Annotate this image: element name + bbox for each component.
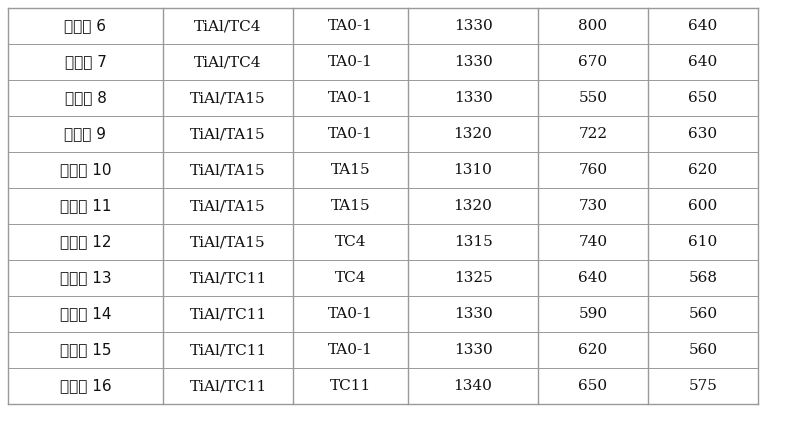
- Text: 630: 630: [689, 127, 718, 141]
- Text: 实施例 12: 实施例 12: [60, 234, 111, 250]
- Text: TA0-1: TA0-1: [328, 307, 373, 321]
- Text: 640: 640: [688, 55, 718, 69]
- Text: 730: 730: [578, 199, 607, 213]
- Text: TA0-1: TA0-1: [328, 19, 373, 33]
- Text: TiAl/TA15: TiAl/TA15: [190, 199, 266, 213]
- Text: TiAl/TC11: TiAl/TC11: [190, 271, 266, 285]
- Text: 568: 568: [689, 271, 718, 285]
- Text: 实施例 13: 实施例 13: [60, 271, 111, 286]
- Text: TA0-1: TA0-1: [328, 127, 373, 141]
- Text: 1320: 1320: [454, 127, 493, 141]
- Text: TiAl/TA15: TiAl/TA15: [190, 91, 266, 105]
- Text: 实施例 7: 实施例 7: [65, 54, 106, 70]
- Text: 560: 560: [689, 307, 718, 321]
- Text: 800: 800: [578, 19, 607, 33]
- Text: 实施例 11: 实施例 11: [60, 198, 111, 213]
- Text: 560: 560: [689, 343, 718, 357]
- Text: TA0-1: TA0-1: [328, 91, 373, 105]
- Text: TiAl/TC11: TiAl/TC11: [190, 307, 266, 321]
- Text: TA15: TA15: [330, 199, 370, 213]
- Text: 1340: 1340: [454, 379, 493, 393]
- Text: 实施例 16: 实施例 16: [60, 378, 111, 393]
- Text: 670: 670: [578, 55, 607, 69]
- Text: TiAl/TC11: TiAl/TC11: [190, 343, 266, 357]
- Text: TC11: TC11: [330, 379, 371, 393]
- Text: 1320: 1320: [454, 199, 493, 213]
- Text: 760: 760: [578, 163, 607, 177]
- Text: TC4: TC4: [334, 271, 366, 285]
- Text: 1330: 1330: [454, 307, 492, 321]
- Text: 实施例 10: 实施例 10: [60, 162, 111, 177]
- Text: 650: 650: [689, 91, 718, 105]
- Text: TiAl/TC11: TiAl/TC11: [190, 379, 266, 393]
- Text: 650: 650: [578, 379, 607, 393]
- Text: 实施例 9: 实施例 9: [65, 127, 106, 141]
- Text: 1325: 1325: [454, 271, 492, 285]
- Text: 1330: 1330: [454, 343, 492, 357]
- Text: 600: 600: [688, 199, 718, 213]
- Text: 590: 590: [578, 307, 607, 321]
- Text: TC4: TC4: [334, 235, 366, 249]
- Text: 实施例 6: 实施例 6: [65, 18, 106, 33]
- Text: 1310: 1310: [454, 163, 493, 177]
- Text: 1315: 1315: [454, 235, 492, 249]
- Text: 620: 620: [688, 163, 718, 177]
- Text: 610: 610: [688, 235, 718, 249]
- Text: 1330: 1330: [454, 91, 492, 105]
- Text: 实施例 14: 实施例 14: [60, 307, 111, 321]
- Text: TA0-1: TA0-1: [328, 343, 373, 357]
- Text: TiAl/TC4: TiAl/TC4: [194, 19, 262, 33]
- Text: 640: 640: [688, 19, 718, 33]
- Text: 1330: 1330: [454, 19, 492, 33]
- Text: 575: 575: [689, 379, 718, 393]
- Text: TA0-1: TA0-1: [328, 55, 373, 69]
- Text: TiAl/TA15: TiAl/TA15: [190, 163, 266, 177]
- Text: TiAl/TA15: TiAl/TA15: [190, 235, 266, 249]
- Text: TiAl/TA15: TiAl/TA15: [190, 127, 266, 141]
- Text: 550: 550: [578, 91, 607, 105]
- Text: 实施例 8: 实施例 8: [65, 91, 106, 106]
- Text: 722: 722: [578, 127, 607, 141]
- Text: 620: 620: [578, 343, 608, 357]
- Text: TiAl/TC4: TiAl/TC4: [194, 55, 262, 69]
- Text: 实施例 15: 实施例 15: [60, 343, 111, 357]
- Text: TA15: TA15: [330, 163, 370, 177]
- Text: 740: 740: [578, 235, 607, 249]
- Text: 1330: 1330: [454, 55, 492, 69]
- Text: 640: 640: [578, 271, 608, 285]
